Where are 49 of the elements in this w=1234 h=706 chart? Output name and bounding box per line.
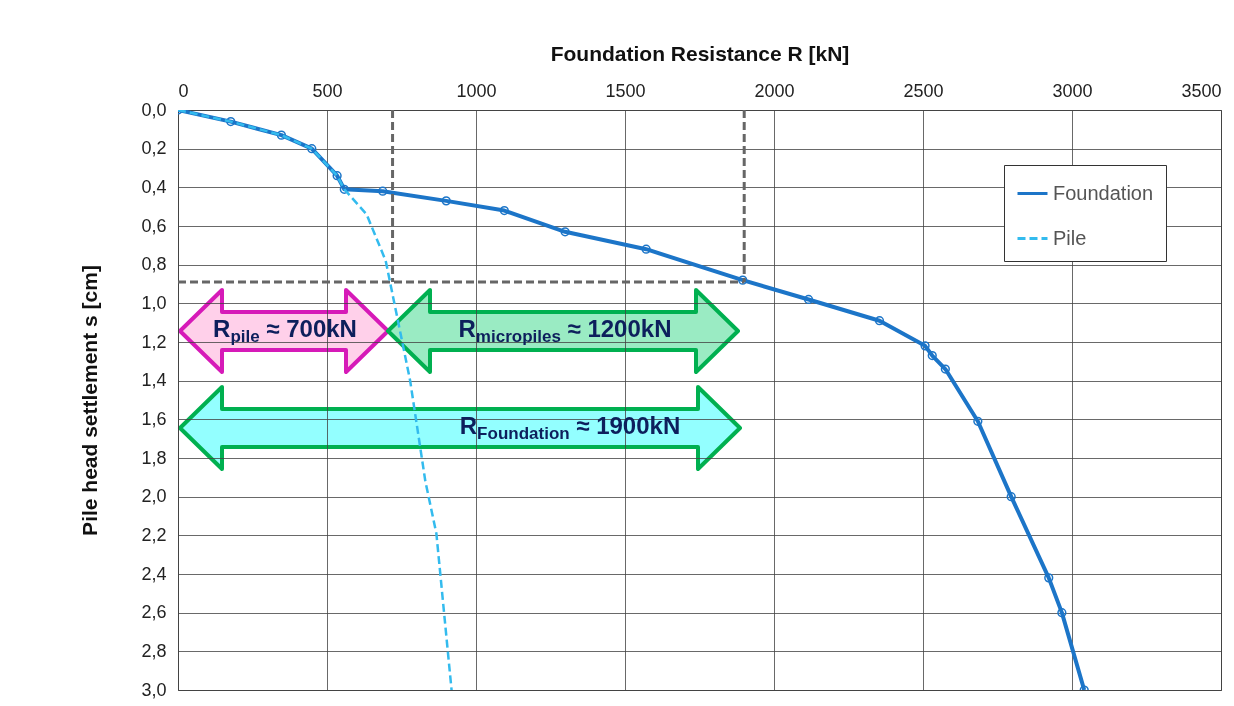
x-tick-label: 1000	[456, 80, 497, 101]
line-series	[178, 110, 453, 690]
point	[1057, 608, 1067, 618]
point	[560, 227, 570, 237]
y-tick-label: 1,8	[141, 447, 167, 468]
y-tick-label: 2,8	[141, 640, 167, 661]
y-tick-label: 2,4	[141, 563, 167, 584]
x-tick-label: 3000	[1052, 80, 1093, 101]
y-tick-label: 2,0	[141, 486, 167, 507]
y-tick-label: 0,6	[141, 215, 167, 236]
point	[1006, 492, 1016, 502]
point	[738, 275, 748, 285]
x-tick-label: 3500	[1181, 80, 1222, 101]
point	[499, 205, 509, 216]
point	[920, 341, 930, 351]
point	[378, 186, 388, 196]
x-tick-label: 0	[178, 80, 189, 101]
y-tick-label: 1,0	[141, 292, 167, 313]
x-tick-label: 2500	[903, 80, 944, 101]
y-tick-label: 2,2	[141, 524, 167, 545]
point	[332, 171, 342, 181]
y-tick-label: 1,2	[141, 331, 167, 352]
y-axis-title: Pile head settlement s [cm]	[78, 265, 102, 536]
point	[927, 350, 937, 361]
x-tick-label: 1500	[605, 80, 646, 101]
y-tick-label: 0,8	[141, 254, 167, 275]
y-tick-label: 3,0	[141, 679, 167, 700]
point	[1044, 573, 1054, 583]
point	[226, 116, 236, 127]
point	[339, 184, 349, 194]
y-tick-label: 2,6	[141, 602, 167, 623]
x-axis-title: Foundation Resistance R [kN]	[550, 41, 850, 65]
point	[276, 130, 287, 140]
y-tick-label: 1,4	[141, 370, 167, 391]
point	[641, 244, 651, 254]
x-tick-label: 2000	[754, 80, 795, 101]
point	[441, 196, 451, 206]
legend-label: Foundation	[1053, 181, 1154, 204]
x-tick-label: 500	[312, 80, 343, 101]
point	[940, 364, 950, 374]
point	[307, 144, 317, 154]
legend-label: Pile	[1053, 226, 1087, 249]
point	[874, 316, 885, 326]
y-tick-label: 0,2	[141, 138, 167, 159]
y-tick-label: 0,0	[141, 99, 167, 120]
point	[973, 416, 983, 426]
y-tick-label: 1,6	[141, 408, 167, 429]
y-tick-label: 0,4	[141, 176, 167, 197]
point	[803, 294, 814, 305]
